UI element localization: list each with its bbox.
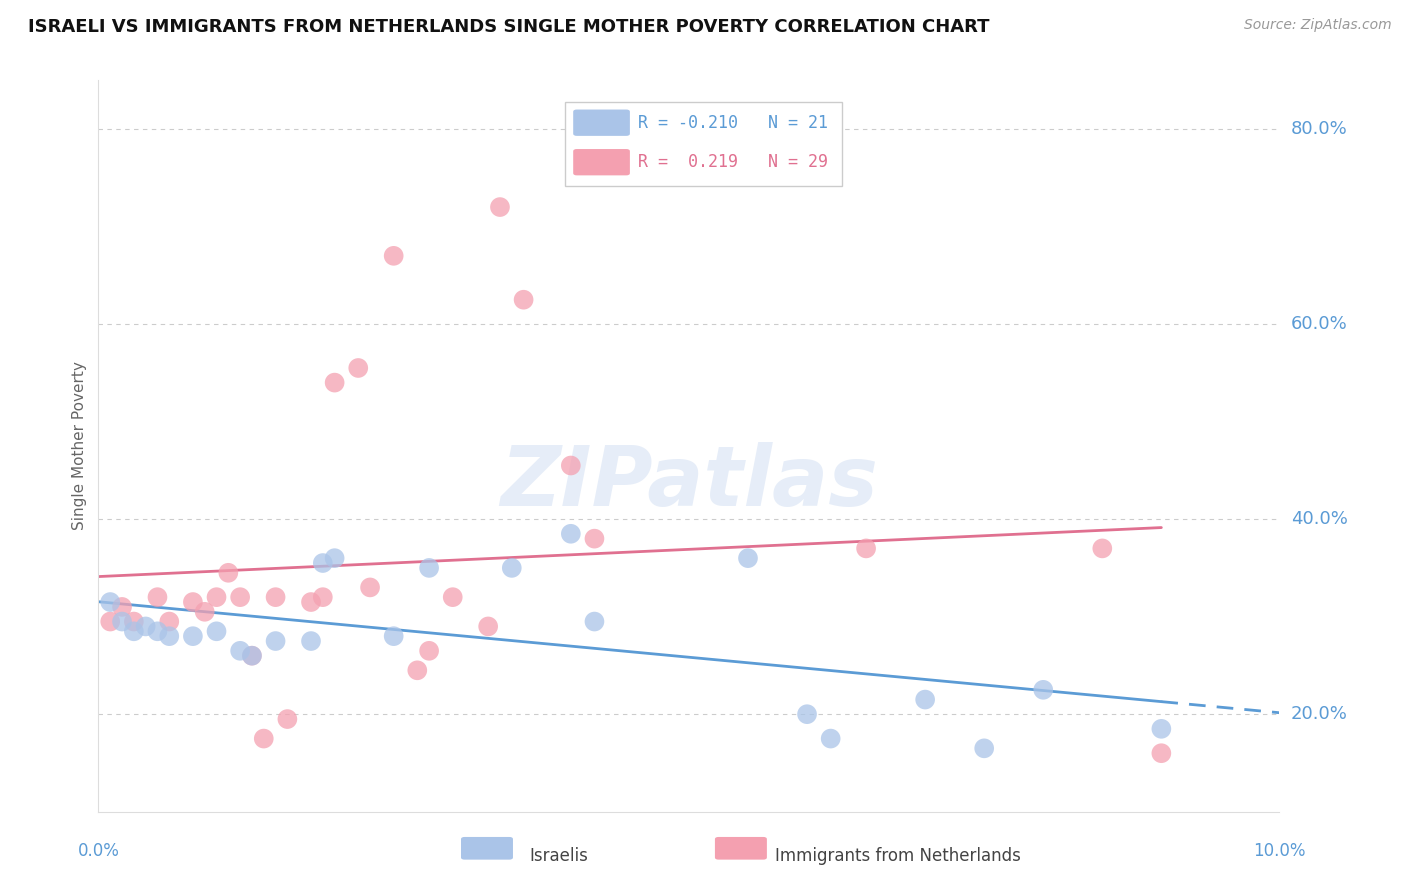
FancyBboxPatch shape	[714, 837, 766, 860]
Point	[135, 619, 157, 633]
Point	[181, 595, 204, 609]
FancyBboxPatch shape	[574, 110, 630, 136]
Point	[501, 561, 523, 575]
Point	[111, 599, 134, 614]
Point	[1150, 722, 1173, 736]
Point	[98, 615, 121, 629]
Point	[122, 615, 145, 629]
Point	[181, 629, 204, 643]
Point	[299, 595, 322, 609]
Point	[512, 293, 534, 307]
Text: 0.0%: 0.0%	[77, 842, 120, 860]
Point	[217, 566, 239, 580]
Point	[418, 644, 440, 658]
Point	[583, 615, 606, 629]
Point	[406, 663, 429, 677]
Point	[111, 615, 134, 629]
Point	[157, 615, 180, 629]
Point	[914, 692, 936, 706]
Point	[157, 629, 180, 643]
FancyBboxPatch shape	[461, 837, 513, 860]
FancyBboxPatch shape	[565, 103, 842, 186]
Point	[855, 541, 877, 556]
Point	[264, 590, 287, 604]
Point	[1032, 682, 1054, 697]
Text: 20.0%: 20.0%	[1291, 706, 1347, 723]
Point	[973, 741, 995, 756]
Point	[820, 731, 842, 746]
Point	[205, 624, 228, 639]
Point	[98, 595, 121, 609]
Point	[312, 590, 335, 604]
Point	[253, 731, 276, 746]
Point	[240, 648, 263, 663]
Point	[347, 361, 370, 376]
Point	[323, 551, 346, 566]
Text: Israelis: Israelis	[530, 847, 588, 864]
Point	[205, 590, 228, 604]
Point	[264, 634, 287, 648]
Text: 60.0%: 60.0%	[1291, 315, 1347, 333]
Point	[240, 648, 263, 663]
Point	[229, 644, 252, 658]
Point	[359, 581, 381, 595]
Point	[276, 712, 298, 726]
Point	[299, 634, 322, 648]
Point	[418, 561, 440, 575]
Point	[560, 526, 582, 541]
Text: R =  0.219   N = 29: R = 0.219 N = 29	[638, 153, 828, 171]
Point	[382, 629, 405, 643]
Point	[560, 458, 582, 473]
FancyBboxPatch shape	[574, 149, 630, 176]
Point	[146, 624, 169, 639]
Y-axis label: Single Mother Poverty: Single Mother Poverty	[72, 361, 87, 531]
Point	[1150, 746, 1173, 760]
Point	[146, 590, 169, 604]
Point	[796, 707, 818, 722]
Point	[229, 590, 252, 604]
Point	[1091, 541, 1114, 556]
Point	[323, 376, 346, 390]
Point	[382, 249, 405, 263]
Point	[583, 532, 606, 546]
Point	[312, 556, 335, 570]
Text: ZIPatlas: ZIPatlas	[501, 442, 877, 523]
Point	[194, 605, 217, 619]
Point	[489, 200, 512, 214]
Point	[441, 590, 464, 604]
Text: 80.0%: 80.0%	[1291, 120, 1347, 138]
Text: Source: ZipAtlas.com: Source: ZipAtlas.com	[1244, 18, 1392, 32]
Text: R = -0.210   N = 21: R = -0.210 N = 21	[638, 113, 828, 132]
Text: ISRAELI VS IMMIGRANTS FROM NETHERLANDS SINGLE MOTHER POVERTY CORRELATION CHART: ISRAELI VS IMMIGRANTS FROM NETHERLANDS S…	[28, 18, 990, 36]
Point	[737, 551, 759, 566]
Text: 40.0%: 40.0%	[1291, 510, 1347, 528]
Text: Immigrants from Netherlands: Immigrants from Netherlands	[775, 847, 1021, 864]
Point	[477, 619, 499, 633]
Point	[122, 624, 145, 639]
Text: 10.0%: 10.0%	[1253, 842, 1306, 860]
